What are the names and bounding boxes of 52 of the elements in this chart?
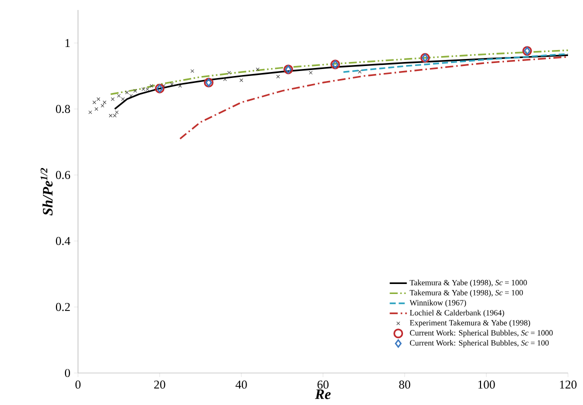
point <box>102 100 106 104</box>
x-tick-label: 100 <box>478 380 495 389</box>
x-tick-label: 120 <box>560 380 577 389</box>
point <box>240 78 244 82</box>
x-tick-label: 40 <box>236 380 247 389</box>
point <box>178 84 182 88</box>
x-axis-title: Re <box>314 390 331 400</box>
point <box>146 87 150 92</box>
point <box>92 100 96 104</box>
legend-label: Lochiel & Calderbank (1964) <box>410 310 504 318</box>
point <box>114 110 119 114</box>
point <box>190 69 194 73</box>
y-tick-label: 0.6 <box>56 170 70 180</box>
legend-label: Winnikow (1967) <box>410 300 466 308</box>
legend-label: Experiment Takemura & Yabe (1998) <box>410 320 530 328</box>
point <box>129 94 133 98</box>
y-tick-label: 0 <box>64 368 70 378</box>
legend-label: Takemura & Yabe (1998), Sc = 1000 <box>410 280 527 287</box>
x-tick-label: 0 <box>75 380 81 389</box>
point <box>121 97 125 101</box>
y-tick-label: 0.4 <box>56 236 70 246</box>
x-tick-label: 20 <box>154 380 166 389</box>
point <box>96 97 100 101</box>
legend-label: Current Work: Spherical Bubbles, Sc = 100 <box>410 340 549 348</box>
point <box>170 82 174 86</box>
line-series <box>114 54 569 110</box>
x-tick-label: 80 <box>399 380 410 389</box>
line-series <box>342 53 569 73</box>
legend-label: Takemura & Yabe (1998), Sc = 100 <box>410 290 523 297</box>
x-tick-label: 60 <box>318 380 329 389</box>
point <box>110 97 115 101</box>
point <box>117 94 121 98</box>
y-tick-label: 1 <box>66 39 70 47</box>
point <box>133 89 137 93</box>
line-series <box>110 49 569 95</box>
legend-label: Current Work: Spherical Bubbles, Sc = 1000 <box>410 330 553 338</box>
point <box>150 84 154 88</box>
point <box>358 70 362 74</box>
y-axis-title: Sh/Pe$^{1/2}$ <box>40 168 53 216</box>
point <box>227 70 231 75</box>
point <box>94 107 98 111</box>
point <box>112 114 117 118</box>
point <box>142 87 146 92</box>
y-tick-label: 0.8 <box>56 104 70 114</box>
point <box>276 74 280 78</box>
point <box>88 110 92 114</box>
point <box>223 77 227 82</box>
y-tick-label: 0.2 <box>56 302 70 312</box>
point <box>100 104 104 108</box>
point <box>256 68 260 72</box>
line-series <box>179 56 569 140</box>
point <box>308 70 313 75</box>
